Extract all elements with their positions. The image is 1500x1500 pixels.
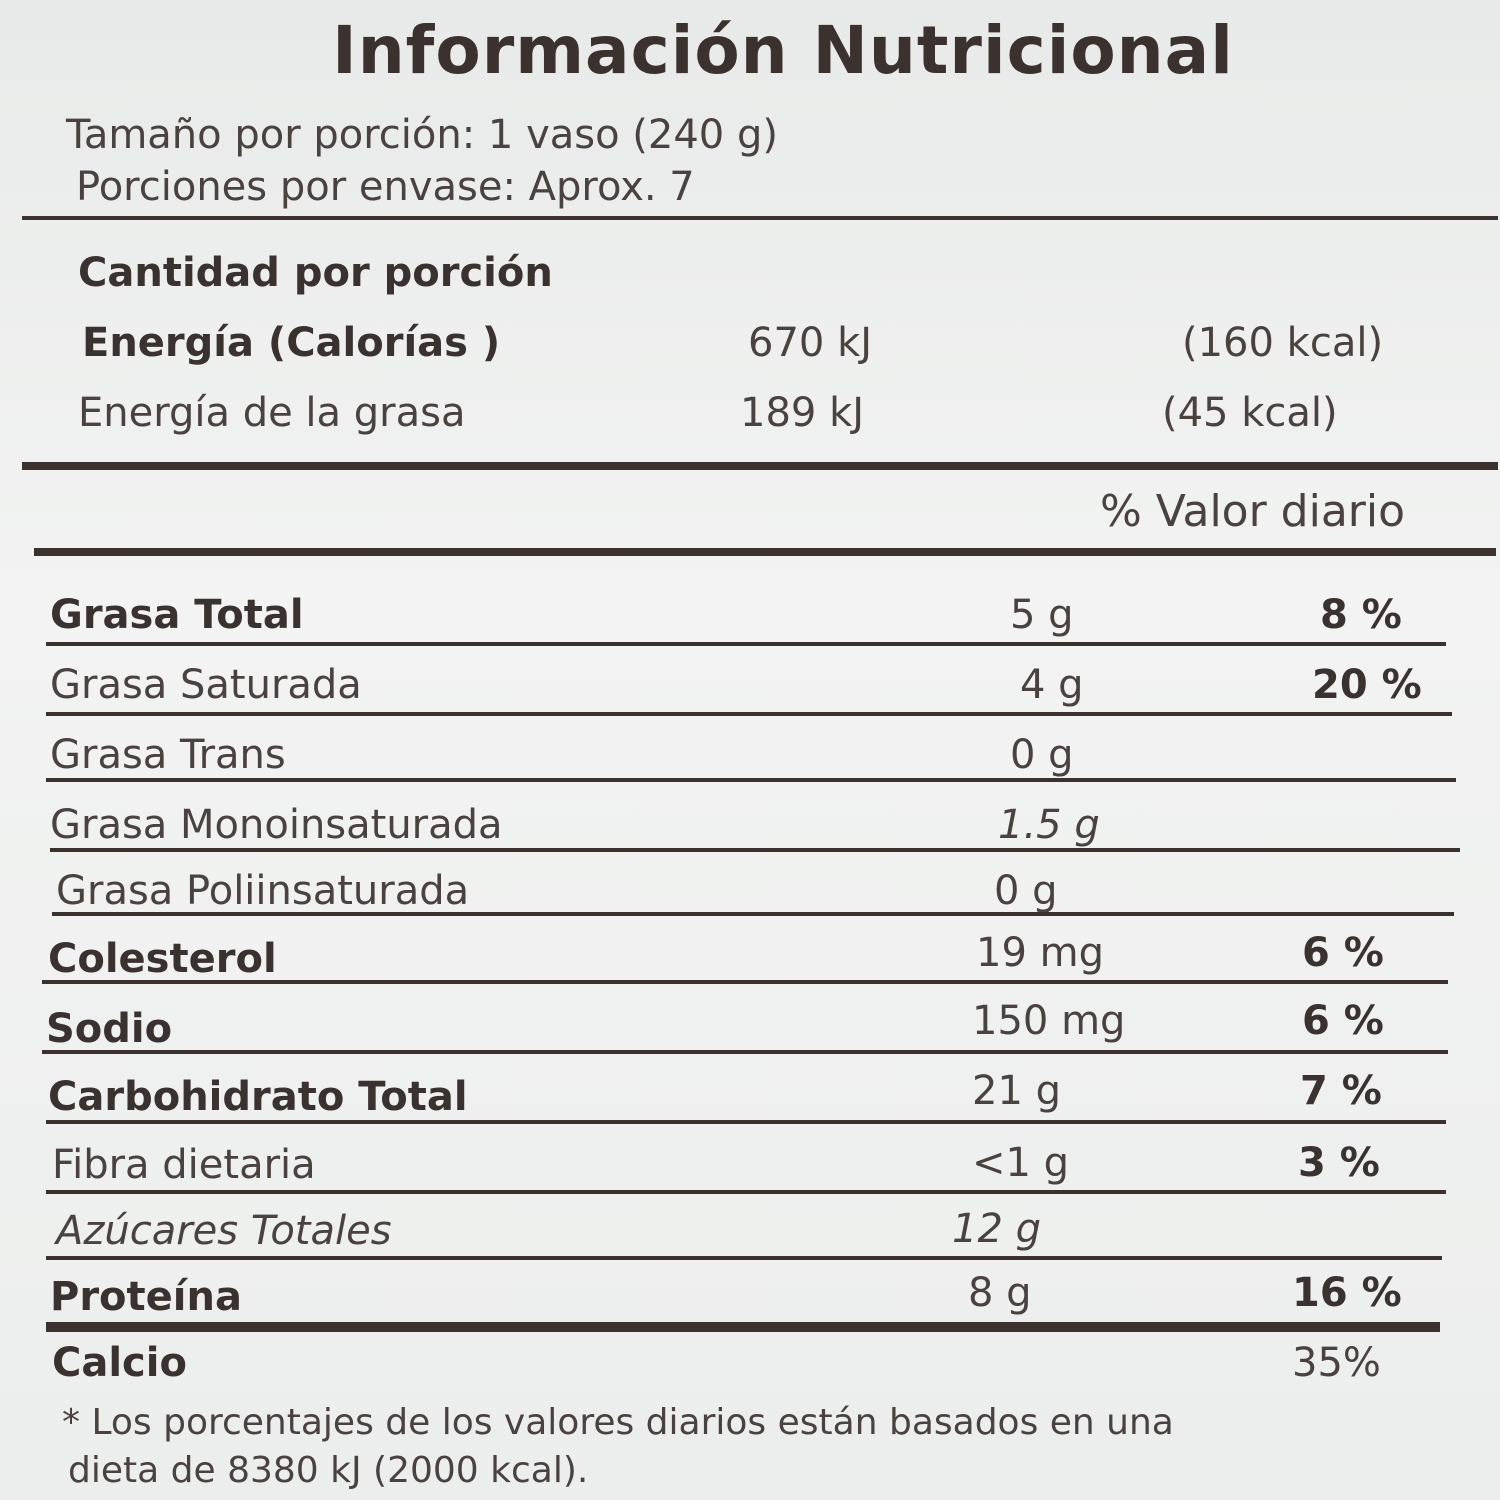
- nutrient-dv-calcio: 35%: [1292, 1340, 1381, 1386]
- servings-per-container: Porciones por envase: Aprox. 7: [76, 164, 695, 210]
- nutrient-amount-sodio: 150 mg: [972, 998, 1126, 1044]
- serving-size: Tamaño por porción: 1 vaso (240 g): [66, 112, 778, 158]
- nutrient-amount-grasa-total: 5 g: [1010, 592, 1074, 638]
- fat-energy-name: Energía de la grasa: [78, 390, 466, 436]
- divider: [46, 642, 1446, 646]
- fat-energy-kj: 189 kJ: [740, 390, 865, 436]
- divider: [50, 848, 1460, 852]
- nutrient-amount-grasa-trans: 0 g: [1010, 732, 1074, 778]
- nutrient-name-calcio: Calcio: [52, 1340, 187, 1386]
- divider: [46, 712, 1452, 716]
- divider: [46, 1256, 1442, 1260]
- daily-value-header: % Valor diario: [1100, 486, 1406, 537]
- nutrient-name-grasa-total: Grasa Total: [50, 592, 304, 638]
- nutrient-amount-azucares-totales: 12 g: [952, 1206, 1042, 1252]
- divider: [46, 1120, 1446, 1124]
- nutrient-name-grasa-saturada: Grasa Saturada: [50, 662, 362, 708]
- divider: [22, 462, 1498, 470]
- nutrient-name-sodio: Sodio: [46, 1006, 173, 1052]
- nutrient-name-grasa-trans: Grasa Trans: [50, 732, 286, 778]
- nutrient-dv-grasa-saturada: 20 %: [1312, 662, 1422, 708]
- nutrient-amount-grasa-saturada: 4 g: [1020, 662, 1084, 708]
- nutrient-dv-carbohidrato-total: 7 %: [1300, 1068, 1382, 1114]
- nutrient-name-azucares-totales: Azúcares Totales: [56, 1208, 392, 1254]
- divider: [46, 778, 1456, 782]
- nutrient-amount-proteina: 8 g: [968, 1270, 1032, 1316]
- footnote-line-2: dieta de 8380 kJ (2000 kcal).: [68, 1450, 589, 1491]
- divider: [42, 1050, 1448, 1054]
- nutrient-amount-fibra-dietaria: <1 g: [972, 1140, 1070, 1186]
- divider: [42, 980, 1448, 984]
- amount-per-serving-header: Cantidad por porción: [78, 250, 553, 296]
- nutrient-dv-fibra-dietaria: 3 %: [1298, 1140, 1380, 1186]
- nutrient-amount-grasa-poliinsaturada: 0 g: [994, 868, 1058, 914]
- nutrient-name-grasa-monoinsaturada: Grasa Monoinsaturada: [50, 802, 503, 848]
- footnote-line-1: * Los porcentajes de los valores diarios…: [62, 1402, 1174, 1443]
- nutrient-dv-sodio: 6 %: [1302, 998, 1384, 1044]
- energy-kj: 670 kJ: [748, 320, 873, 366]
- fat-energy-kcal: (45 kcal): [1162, 390, 1338, 436]
- nutrient-name-proteina: Proteína: [50, 1274, 242, 1320]
- divider: [46, 1322, 1440, 1332]
- nutrient-amount-carbohidrato-total: 21 g: [972, 1068, 1062, 1114]
- nutrient-name-carbohidrato-total: Carbohidrato Total: [48, 1074, 468, 1120]
- nutrient-dv-colesterol: 6 %: [1302, 930, 1384, 976]
- divider: [52, 912, 1454, 916]
- divider: [22, 216, 1498, 220]
- divider: [46, 1190, 1446, 1194]
- nutrient-dv-proteina: 16 %: [1292, 1270, 1402, 1316]
- nutrient-name-colesterol: Colesterol: [48, 936, 277, 982]
- nutrient-name-grasa-poliinsaturada: Grasa Poliinsaturada: [56, 868, 470, 914]
- label-title: Información Nutricional: [332, 12, 1234, 89]
- energy-name: Energía (Calorías ): [82, 320, 501, 366]
- nutrient-amount-colesterol: 19 mg: [976, 930, 1104, 976]
- divider: [34, 548, 1496, 556]
- nutrient-dv-grasa-total: 8 %: [1320, 592, 1402, 638]
- energy-kcal: (160 kcal): [1182, 320, 1384, 366]
- nutrient-amount-grasa-monoinsaturada: 1.5 g: [998, 802, 1100, 848]
- nutrient-name-fibra-dietaria: Fibra dietaria: [52, 1142, 316, 1188]
